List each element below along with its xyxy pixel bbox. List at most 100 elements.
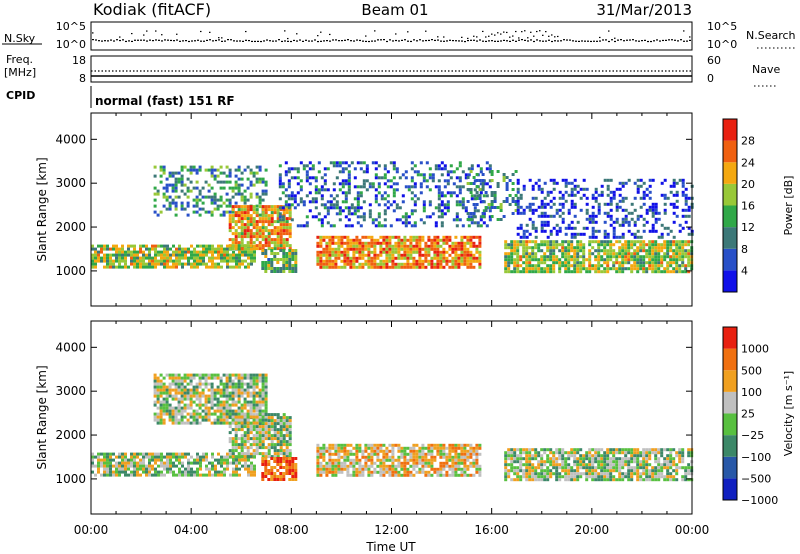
data-cell [410, 224, 414, 228]
data-cell [261, 252, 265, 255]
data-cell [154, 256, 157, 260]
data-cell [388, 247, 392, 251]
data-cell [445, 473, 449, 477]
data-cell [288, 249, 292, 252]
data-cell [127, 250, 130, 254]
data-cell [247, 253, 250, 257]
data-cell [403, 461, 407, 465]
data-cell [178, 250, 181, 254]
data-cell [642, 463, 646, 467]
data-cell [228, 180, 232, 184]
data-cell [234, 214, 238, 218]
data-cell [355, 458, 359, 462]
data-cell [442, 467, 446, 471]
data-cell [343, 250, 347, 254]
data-cell [264, 452, 268, 456]
data-cell [249, 214, 253, 218]
noise-point [173, 40, 175, 42]
data-cell [160, 470, 163, 474]
data-cell [338, 164, 342, 168]
data-cell [403, 238, 407, 242]
data-cell [404, 215, 408, 219]
data-cell [394, 247, 398, 251]
data-cell [285, 252, 289, 255]
data-cell [332, 197, 336, 201]
data-cell [591, 226, 595, 230]
data-cell [355, 455, 359, 459]
data-cell [319, 455, 323, 459]
data-cell [91, 458, 94, 462]
data-cell [325, 262, 329, 266]
data-cell [624, 214, 628, 218]
data-cell [594, 220, 598, 224]
data-cell [234, 174, 238, 178]
data-cell [276, 475, 280, 478]
data-cell [261, 226, 265, 230]
data-cell [246, 428, 250, 432]
data-cell [531, 457, 535, 461]
data-cell [320, 221, 324, 225]
data-cell [651, 211, 655, 215]
data-cell [285, 452, 289, 456]
data-cell [603, 451, 607, 455]
data-cell [261, 180, 265, 184]
data-cell [371, 182, 375, 186]
data-cell [264, 192, 268, 196]
data-cell [597, 193, 601, 197]
data-cell [240, 455, 244, 459]
data-cell [199, 455, 202, 459]
data-cell [264, 425, 268, 429]
data-cell [621, 208, 625, 212]
data-cell [319, 241, 323, 245]
data-cell [564, 240, 568, 244]
noise-point [224, 40, 226, 42]
data-cell [460, 238, 464, 242]
data-cell [615, 187, 619, 191]
data-cell [346, 464, 350, 468]
data-cell [296, 224, 300, 228]
data-cell [316, 446, 320, 450]
data-cell [305, 176, 309, 180]
data-cell [352, 461, 356, 465]
data-cell [278, 179, 282, 183]
noise-tick-bottom-left: 10^0 [56, 38, 86, 51]
data-cell [633, 457, 637, 461]
data-cell [522, 246, 526, 250]
data-cell [413, 170, 417, 174]
data-cell [276, 452, 280, 456]
data-cell [400, 238, 404, 242]
data-cell [579, 246, 583, 250]
data-cell [648, 457, 652, 461]
data-cell [388, 458, 392, 462]
data-cell [442, 238, 446, 242]
data-cell [528, 472, 532, 476]
data-cell [270, 261, 274, 264]
data-cell [458, 179, 462, 183]
data-cell [187, 467, 190, 471]
data-cell [267, 208, 271, 212]
data-cell [377, 176, 381, 180]
data-cell [222, 180, 226, 184]
data-cell [570, 475, 574, 479]
data-cell [564, 463, 568, 467]
noise-point [446, 40, 448, 42]
data-cell [516, 270, 520, 274]
data-cell [118, 461, 121, 465]
data-cell [406, 238, 410, 242]
data-cell [481, 185, 485, 188]
data-cell [537, 267, 541, 271]
data-cell [636, 255, 640, 259]
data-cell [600, 463, 604, 467]
data-cell [349, 443, 353, 447]
data-cell [490, 215, 494, 218]
data-cell [252, 232, 256, 236]
data-cell [579, 267, 583, 271]
data-cell [343, 464, 347, 468]
data-cell [160, 464, 163, 468]
data-cell [288, 425, 292, 429]
data-cell [154, 250, 157, 254]
data-cell [537, 472, 541, 476]
data-cell [103, 244, 106, 248]
data-cell [567, 454, 571, 458]
data-cell [279, 226, 283, 230]
